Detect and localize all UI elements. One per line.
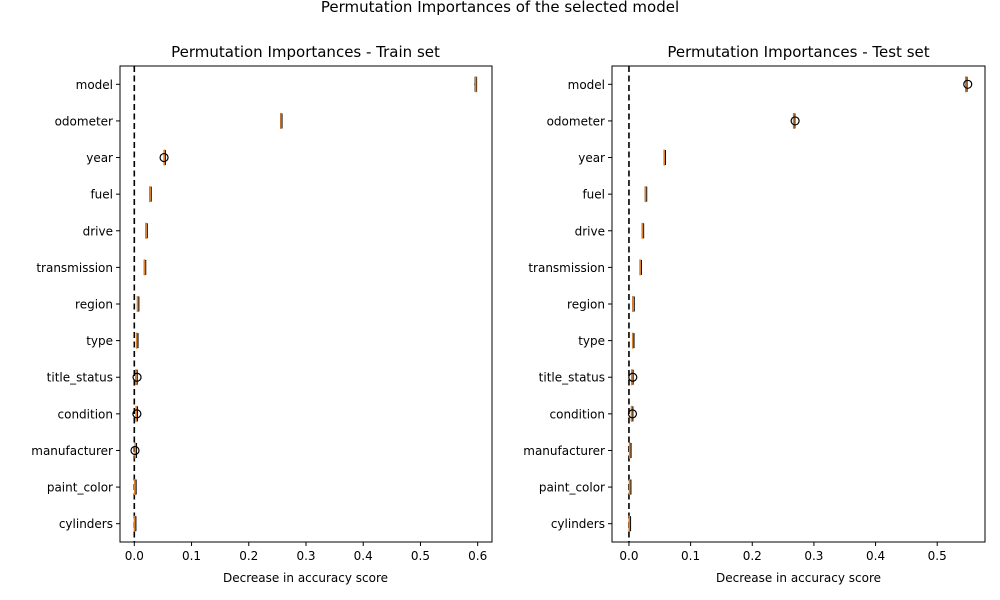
train-set-category-label-paint-color: paint_color xyxy=(47,481,113,495)
train-set-category-label-title-status: title_status xyxy=(47,371,113,385)
test-set-category-label-type: type xyxy=(578,334,605,348)
test-set-title: Permutation Importances - Test set xyxy=(667,43,929,61)
train-set-category-label-odometer: odometer xyxy=(55,114,113,128)
train-set-category-label-drive: drive xyxy=(83,224,113,238)
train-set-category-label-fuel: fuel xyxy=(90,188,113,202)
train-set-outlier-point xyxy=(159,152,169,163)
train-set-panel: Permutation Importances - Train set Decr… xyxy=(31,43,493,585)
test-set-x-tick-label: 0.4 xyxy=(866,549,885,563)
test-set-outlier-point xyxy=(627,409,638,419)
train-set-category-label-manufacturer: manufacturer xyxy=(31,444,113,458)
figure-title: Permutation Importances of the selected … xyxy=(321,0,679,16)
train-set-title: Permutation Importances - Train set xyxy=(171,43,440,61)
test-set-plot-area xyxy=(611,65,986,543)
train-set-x-tick-label: 0.3 xyxy=(296,549,315,563)
train-set-category-label-cylinders: cylinders xyxy=(59,517,113,531)
test-set-category-label-year: year xyxy=(578,151,605,165)
train-set-x-tick-label: 0.4 xyxy=(354,549,373,563)
test-set-outlier-point xyxy=(790,116,800,126)
train-set-x-tick-label: 0.2 xyxy=(239,549,258,563)
train-set-category-label-region: region xyxy=(75,298,113,312)
train-set-x-axis-label: Decrease in accuracy score xyxy=(223,571,388,585)
test-set-category-label-fuel: fuel xyxy=(582,188,605,202)
test-set-x-tick-label: 0.3 xyxy=(804,549,823,563)
test-set-category-label-title-status: title_status xyxy=(539,371,605,385)
test-set-category-label-condition: condition xyxy=(550,407,605,421)
train-set-x-tick-label: 0.5 xyxy=(411,549,430,563)
test-set-x-axis-label: Decrease in accuracy score xyxy=(716,571,881,585)
test-set-category-label-manufacturer: manufacturer xyxy=(523,444,605,458)
train-set-outlier-point xyxy=(130,445,140,456)
test-set-x-tick-label: 0.5 xyxy=(928,549,947,563)
train-set-category-label-condition: condition xyxy=(58,407,113,421)
test-set-panel: Permutation Importances - Test set Decre… xyxy=(523,43,986,585)
test-set-x-tick-label: 0.1 xyxy=(681,549,700,563)
train-set-category-label-type: type xyxy=(86,334,113,348)
test-set-outlier-point xyxy=(963,79,973,89)
train-set-x-tick-label: 0.1 xyxy=(182,549,201,563)
test-set-category-label-region: region xyxy=(567,298,605,312)
test-set-category-label-paint-color: paint_color xyxy=(539,481,605,495)
test-set-category-label-transmission: transmission xyxy=(528,261,605,275)
test-set-category-label-drive: drive xyxy=(575,224,605,238)
test-set-category-label-odometer: odometer xyxy=(547,114,605,128)
test-set-outlier-point xyxy=(628,372,638,382)
train-set-category-label-year: year xyxy=(86,151,113,165)
train-set-outlier-point xyxy=(132,372,142,382)
train-set-category-label-transmission: transmission xyxy=(36,261,113,275)
test-set-x-tick-label: 0.0 xyxy=(619,549,638,563)
train-set-x-tick-label: 0.0 xyxy=(125,549,144,563)
test-set-category-label-model: model xyxy=(568,78,605,92)
test-set-x-tick-label: 0.2 xyxy=(743,549,762,563)
train-set-plot-area xyxy=(119,65,493,543)
test-set-category-label-cylinders: cylinders xyxy=(551,517,605,531)
train-set-category-label-model: model xyxy=(76,78,113,92)
train-set-x-tick-label: 0.6 xyxy=(468,549,487,563)
train-set-outlier-point xyxy=(132,409,142,419)
